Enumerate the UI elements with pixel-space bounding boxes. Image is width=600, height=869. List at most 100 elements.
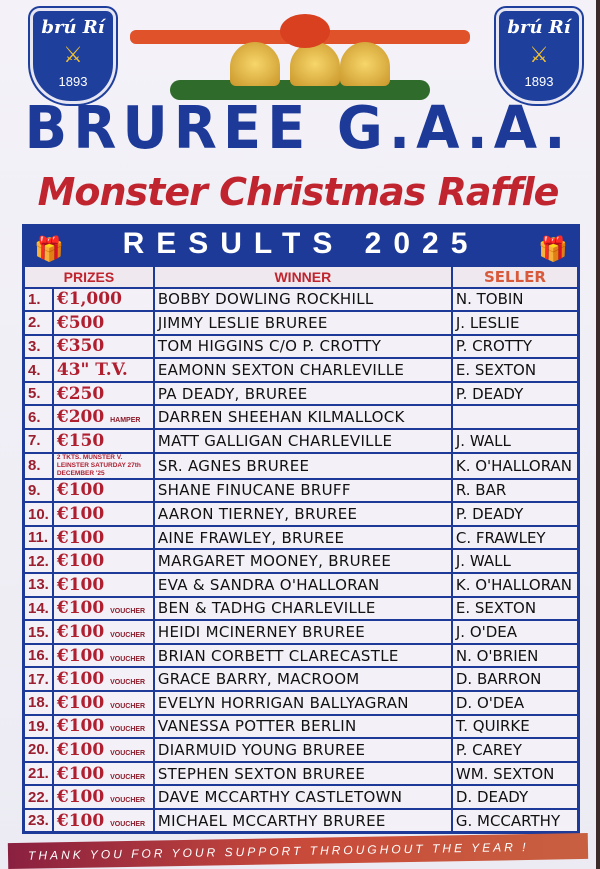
prize-note: VOUCHER xyxy=(110,679,146,687)
prize-cell: €100 xyxy=(51,501,155,527)
prize-amount: €200 xyxy=(56,407,105,428)
prize-amount: €100 xyxy=(56,669,105,690)
hurley-icon: ⚔ xyxy=(529,42,549,67)
prize-number: 23. xyxy=(22,807,54,834)
winner-cell: Sr. Agnes Bruree xyxy=(152,451,453,480)
seller-cell xyxy=(450,404,580,431)
prize-amount: €100 xyxy=(56,574,105,595)
winner-cell: Shane Finucane Bruff xyxy=(152,477,453,504)
prize-number: 4. xyxy=(22,357,54,383)
seller-cell: K. O'Halloran xyxy=(450,572,580,598)
seller-cell: G. McCarthy xyxy=(450,807,580,834)
winner-cell: Evelyn Horrigan Ballyagran xyxy=(152,690,453,716)
seller-cell: E. Sexton xyxy=(450,595,580,622)
winner-cell: Grace Barry, Macroom xyxy=(152,666,453,692)
seller-cell: J. Leslie xyxy=(450,310,580,336)
prize-cell: €100 VOUCHER xyxy=(51,713,155,740)
prize-amount: €100 xyxy=(56,504,105,525)
winner-cell: Ben & Tadhg Charleville xyxy=(152,595,453,622)
col-seller: SELLER xyxy=(450,264,580,289)
prize-note: VOUCHER xyxy=(110,773,146,781)
prize-number: 12. xyxy=(22,548,54,575)
prize-number: 5. xyxy=(22,380,54,407)
prize-amount: €100 xyxy=(56,763,105,784)
table-row: 5. €250 Pa Deady, Bruree P. Deady xyxy=(22,380,580,407)
prize-cell: €100 VOUCHER xyxy=(51,619,155,645)
table-row: 1. €1,000 Bobby Dowling Rockhill N. Tobi… xyxy=(22,286,580,313)
table-row: 4. 43" T.V. Eamonn Sexton Charleville E.… xyxy=(22,357,580,383)
table-row: 8. 2 TKTS. MUNSTER V. LEINSTER SATURDAY … xyxy=(22,451,580,480)
prize-cell: €100 VOUCHER xyxy=(51,690,155,716)
prize-amount: €100 xyxy=(56,810,105,831)
seller-cell: P. Crotty xyxy=(450,333,580,360)
club-title: BRUREE G.A.A. xyxy=(24,94,572,163)
crest-text: brú Rí xyxy=(507,17,571,38)
prize-amount: €100 xyxy=(56,716,105,737)
prize-number: 21. xyxy=(22,760,54,787)
winner-cell: Jimmy Leslie Bruree xyxy=(152,310,453,336)
prize-number: 9. xyxy=(22,477,54,504)
prize-cell: €100 VOUCHER xyxy=(51,760,155,787)
prize-cell: €150 xyxy=(51,428,155,454)
prize-amount: €100 xyxy=(56,692,105,713)
prize-number: 1. xyxy=(22,286,54,313)
prize-note: VOUCHER xyxy=(110,702,146,710)
table-row: 13. €100 Eva & Sandra O'Halloran K. O'Ha… xyxy=(22,572,580,598)
seller-cell: N. Tobin xyxy=(450,286,580,313)
results-banner: 🎁 RESULTS 2025 🎁 xyxy=(22,224,580,264)
col-prizes: PRIZES xyxy=(22,264,155,289)
table-row: 21. €100 VOUCHER Stephen Sexton Bruree W… xyxy=(22,760,580,787)
winner-cell: Margaret Mooney, Bruree xyxy=(152,548,453,575)
table-row: 2. €500 Jimmy Leslie Bruree J. Leslie xyxy=(22,310,580,336)
seller-cell: K. O'Halloran xyxy=(450,451,580,480)
col-winner: WINNER xyxy=(152,264,453,289)
table-row: 14. €100 VOUCHER Ben & Tadhg Charleville… xyxy=(22,595,580,622)
table-row: 11. €100 Aine Frawley, Bruree C. Frawley xyxy=(22,524,580,551)
christmas-bells-icon xyxy=(130,8,470,100)
winner-cell: Dave McCarthy Castletown xyxy=(152,784,453,810)
table-row: 9. €100 Shane Finucane Bruff R. Bar xyxy=(22,477,580,504)
prize-cell: €200 HAMPER xyxy=(51,404,155,431)
prize-number: 17. xyxy=(22,666,54,692)
seller-cell: D. Barron xyxy=(450,666,580,692)
table-row: 15. €100 VOUCHER Heidi McInerney Bruree … xyxy=(22,619,580,645)
prize-amount: €100 xyxy=(56,739,105,760)
prize-number: 10. xyxy=(22,501,54,527)
winner-cell: Pa Deady, Bruree xyxy=(152,380,453,407)
prize-cell: €100 xyxy=(51,548,155,575)
seller-cell: E. Sexton xyxy=(450,357,580,383)
table-row: 22. €100 VOUCHER Dave McCarthy Castletow… xyxy=(22,784,580,810)
prize-amount: €100 xyxy=(56,551,105,572)
prize-cell: 43" T.V. xyxy=(51,357,155,383)
prize-cell: €100 xyxy=(51,572,155,598)
table-row: 20. €100 VOUCHER Diarmuid Young Bruree P… xyxy=(22,737,580,763)
prize-amount: €150 xyxy=(56,430,105,451)
seller-cell: P. Deady xyxy=(450,501,580,527)
seller-cell: D. Deady xyxy=(450,784,580,810)
prize-cell: €100 VOUCHER xyxy=(51,642,155,669)
winner-cell: Aine Frawley, Bruree xyxy=(152,524,453,551)
prize-amount: €350 xyxy=(56,336,105,357)
club-crest-right: brú Rí ⚔ 1893 xyxy=(496,8,582,104)
prize-number: 20. xyxy=(22,737,54,763)
prize-number: 14. xyxy=(22,595,54,622)
prize-note: VOUCHER xyxy=(110,726,146,734)
winner-cell: Bobby Dowling Rockhill xyxy=(152,286,453,313)
table-row: 7. €150 Matt Galligan Charleville J. Wal… xyxy=(22,428,580,454)
winner-cell: Eva & Sandra O'Halloran xyxy=(152,572,453,598)
seller-cell: P. Carey xyxy=(450,737,580,763)
gift-icon: 🎁 xyxy=(538,236,568,263)
prize-amount: €100 xyxy=(56,527,105,548)
table-row: 12. €100 Margaret Mooney, Bruree J. Wall xyxy=(22,548,580,575)
prize-number: 3. xyxy=(22,333,54,360)
prize-number: 15. xyxy=(22,619,54,645)
seller-cell: R. Bar xyxy=(450,477,580,504)
prize-cell: €100 xyxy=(51,524,155,551)
prize-amount: €100 xyxy=(56,645,105,666)
table-row: 3. €350 Tom Higgins c/o P. Crotty P. Cro… xyxy=(22,333,580,360)
prize-amount: 43" T.V. xyxy=(56,360,128,381)
table-row: 6. €200 HAMPER Darren Sheehan Kilmallock xyxy=(22,404,580,431)
prize-number: 11. xyxy=(22,524,54,551)
winner-cell: Tom Higgins c/o P. Crotty xyxy=(152,333,453,360)
